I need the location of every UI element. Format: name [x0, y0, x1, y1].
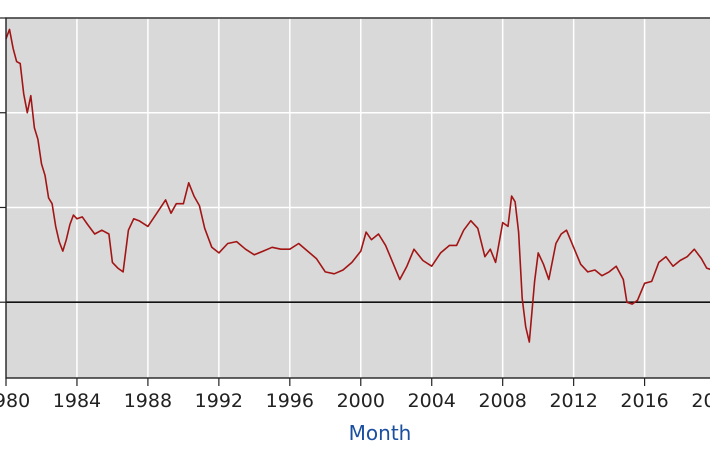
- plot-frame: [5, 17, 710, 379]
- x-tick-label: 2000: [337, 390, 385, 412]
- x-tick-label: 2012: [549, 390, 597, 412]
- x-tick-label: 1984: [53, 390, 101, 412]
- x-tick-label: 1980: [0, 390, 30, 412]
- series-layer: [5, 28, 710, 343]
- x-tick-label: 2020: [691, 390, 710, 412]
- x-tick-label: 2016: [620, 390, 668, 412]
- x-tick-label: 1988: [124, 390, 172, 412]
- x-axis-ticks: 1980 1984 1988 1992 1996 2000 2004 2008 2012 2016…: [0, 378, 710, 412]
- x-tick-label: 1992: [195, 390, 243, 412]
- x-tick-label: 2004: [408, 390, 456, 412]
- plot-background: [6, 18, 710, 378]
- x-tick-label: 1996: [266, 390, 314, 412]
- x-tick-label: 2008: [479, 390, 527, 412]
- series-line: [5, 28, 710, 343]
- x-axis-title: Month: [349, 421, 412, 445]
- y-axis-ticks: [0, 17, 6, 303]
